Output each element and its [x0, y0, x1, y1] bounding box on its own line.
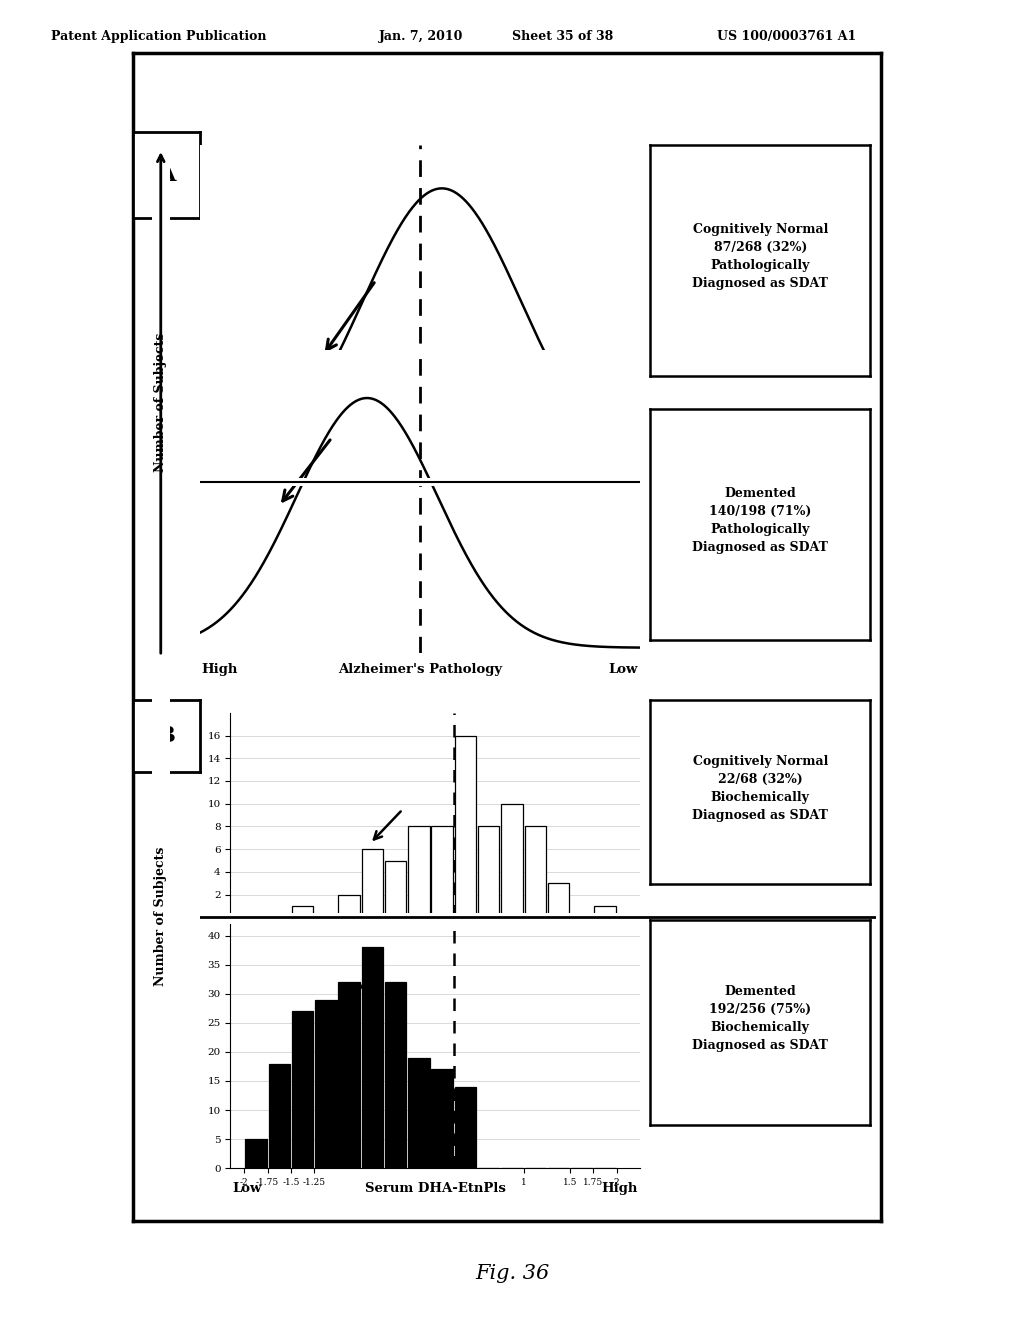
Text: Jan. 7, 2010: Jan. 7, 2010	[379, 30, 463, 44]
Bar	[409, 826, 430, 917]
Bar	[338, 895, 359, 917]
Bar	[502, 804, 522, 917]
Bar	[361, 948, 383, 1168]
Text: Cognitively Normal
22/68 (32%)
Biochemically
Diagnosed as SDAT: Cognitively Normal 22/68 (32%) Biochemic…	[692, 755, 828, 822]
Bar	[548, 883, 569, 917]
Text: US 100/0003761 A1: US 100/0003761 A1	[717, 30, 856, 44]
Bar	[338, 982, 359, 1168]
Text: Low: Low	[608, 663, 638, 676]
Text: B: B	[157, 725, 176, 747]
Bar	[292, 1011, 313, 1168]
Text: Fig. 36: Fig. 36	[475, 1265, 549, 1283]
Text: Serum DHA-EtnPls: Serum DHA-EtnPls	[365, 1181, 506, 1195]
Bar	[594, 906, 615, 917]
Bar	[246, 1139, 266, 1168]
Text: High: High	[601, 1181, 638, 1195]
Bar	[478, 826, 500, 917]
Bar	[455, 735, 476, 917]
Text: Demented
140/198 (71%)
Pathologically
Diagnosed as SDAT: Demented 140/198 (71%) Pathologically Di…	[692, 487, 828, 553]
Bar	[315, 999, 337, 1168]
Bar	[361, 849, 383, 917]
Text: Alzheimer's Pathology: Alzheimer's Pathology	[338, 663, 502, 676]
Bar	[409, 1057, 430, 1168]
Bar	[455, 1086, 476, 1168]
Text: Number of Subjects: Number of Subjects	[155, 333, 167, 473]
Text: Number of Subjects: Number of Subjects	[155, 847, 167, 986]
Text: Sheet 35 of 38: Sheet 35 of 38	[512, 30, 613, 44]
Bar	[385, 982, 407, 1168]
Bar	[524, 826, 546, 917]
Bar	[431, 826, 453, 917]
Bar	[385, 861, 407, 917]
Bar	[431, 1069, 453, 1168]
Text: Low: Low	[232, 1181, 262, 1195]
Bar	[292, 906, 313, 917]
Bar	[268, 1064, 290, 1168]
Text: High: High	[202, 663, 239, 676]
Text: Patent Application Publication: Patent Application Publication	[51, 30, 266, 44]
Text: Cognitively Normal
87/268 (32%)
Pathologically
Diagnosed as SDAT: Cognitively Normal 87/268 (32%) Patholog…	[692, 223, 828, 289]
Text: A: A	[158, 164, 175, 186]
Text: Demented
192/256 (75%)
Biochemically
Diagnosed as SDAT: Demented 192/256 (75%) Biochemically Dia…	[692, 985, 828, 1052]
